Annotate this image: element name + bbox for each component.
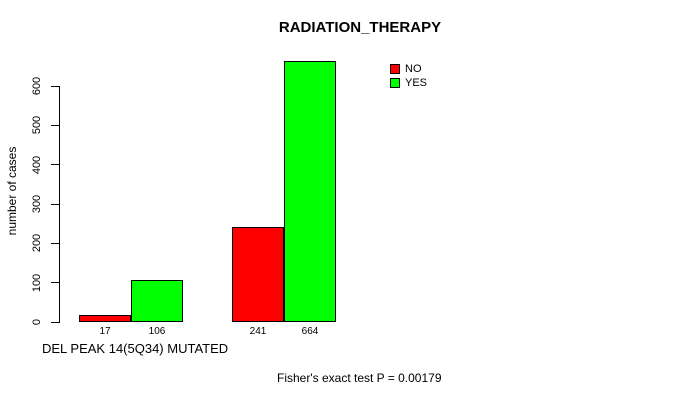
bar-value-label: 241 bbox=[249, 326, 267, 337]
legend: NO YES bbox=[390, 63, 427, 89]
y-tick-mark bbox=[51, 203, 60, 205]
y-tick-label: 100 bbox=[31, 273, 43, 292]
y-tick-mark bbox=[51, 242, 60, 244]
bar-value-label: 17 bbox=[99, 326, 111, 337]
bar-value-label: 106 bbox=[148, 326, 166, 337]
y-tick-label: 600 bbox=[31, 76, 43, 96]
y-tick-label: 400 bbox=[31, 155, 43, 174]
y-tick-mark bbox=[51, 321, 60, 323]
y-tick-mark bbox=[51, 85, 60, 87]
legend-swatch-icon bbox=[390, 64, 400, 74]
bar-yes-group-2 bbox=[284, 61, 336, 322]
legend-label: NO bbox=[405, 63, 422, 75]
bar-value-label: 664 bbox=[301, 326, 319, 337]
fisher-test-footnote: Fisher's exact test P = 0.00179 bbox=[277, 371, 442, 385]
y-tick-label: 500 bbox=[31, 116, 43, 135]
y-tick-label: 300 bbox=[31, 194, 43, 214]
y-tick-label: 200 bbox=[31, 234, 43, 253]
y-tick-mark bbox=[51, 124, 60, 126]
y-tick-mark bbox=[51, 282, 60, 284]
y-axis-label: number of cases bbox=[5, 146, 19, 236]
legend-entry-yes: YES bbox=[390, 77, 427, 89]
x-axis-annotation: DEL PEAK 14(5Q34) MUTATED bbox=[42, 341, 229, 356]
bar-no-group-1 bbox=[79, 315, 131, 322]
legend-swatch-icon bbox=[390, 78, 400, 88]
y-axis-line bbox=[59, 86, 60, 323]
legend-label: YES bbox=[405, 77, 428, 89]
legend-entry-no: NO bbox=[390, 63, 427, 75]
y-tick-mark bbox=[51, 164, 60, 166]
y-tick-label: 0 bbox=[31, 318, 43, 326]
chart-title: RADIATION_THERAPY bbox=[278, 19, 442, 36]
bar-yes-group-1 bbox=[131, 280, 183, 322]
bar-no-group-2 bbox=[232, 227, 284, 322]
